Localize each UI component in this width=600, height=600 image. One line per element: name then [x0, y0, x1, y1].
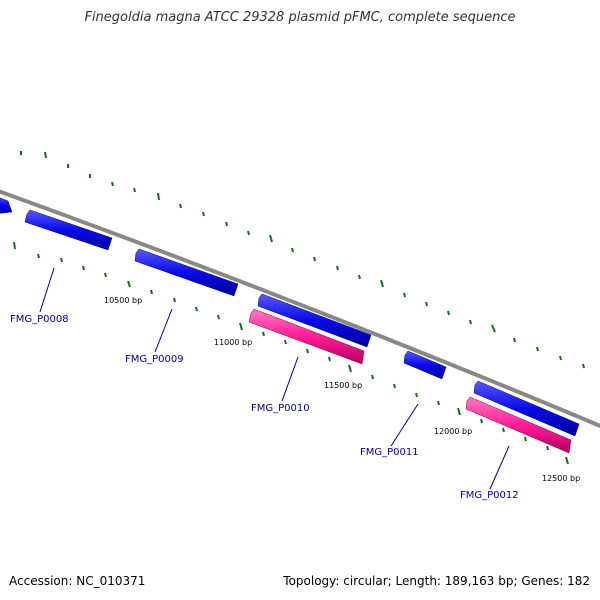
gene-arrow-fmg-p0010-reverse [248, 308, 365, 365]
bp-label: 11000 bp [214, 338, 252, 347]
bp-label: 10500 bp [104, 296, 142, 305]
topology-summary: Topology: circular; Length: 189,163 bp; … [283, 574, 590, 588]
gene-label-fmg-p0011[interactable]: FMG_P0011 [360, 447, 419, 458]
gene-arrow-fmg-p0007 [0, 197, 13, 214]
gene-arrow-fmg-p0011 [403, 350, 447, 380]
accession-text: Accession: NC_010371 [9, 574, 146, 588]
gene-label-leaders [39, 267, 510, 490]
gene-label-fmg-p0009[interactable]: FMG_P0009 [125, 354, 184, 365]
gene-label-fmg-p0010[interactable]: FMG_P0010 [251, 403, 310, 414]
bp-label: 11500 bp [324, 381, 362, 390]
bp-label: 12000 bp [434, 427, 472, 436]
gene-label-fmg-p0008[interactable]: FMG_P0008 [10, 314, 69, 325]
gene-arrow-fmg-p0008 [24, 209, 113, 251]
inner-tick-ring [13, 241, 569, 465]
plasmid-backbone [0, 189, 600, 428]
gene-label-fmg-p0012[interactable]: FMG_P0012 [460, 490, 519, 501]
gene-arrow-fmg-p0010-forward [257, 293, 372, 348]
gene-arrow-fmg-p0009 [134, 248, 239, 297]
bp-label: 12500 bp [542, 474, 580, 483]
gene-arrow-fmg-p0012-reverse [465, 396, 572, 454]
map-title: Finegoldia magna ATCC 29328 plasmid pFMC… [84, 10, 516, 25]
gene-arrow-fmg-p0012-forward [473, 380, 580, 437]
outer-tick-ring [20, 151, 585, 369]
